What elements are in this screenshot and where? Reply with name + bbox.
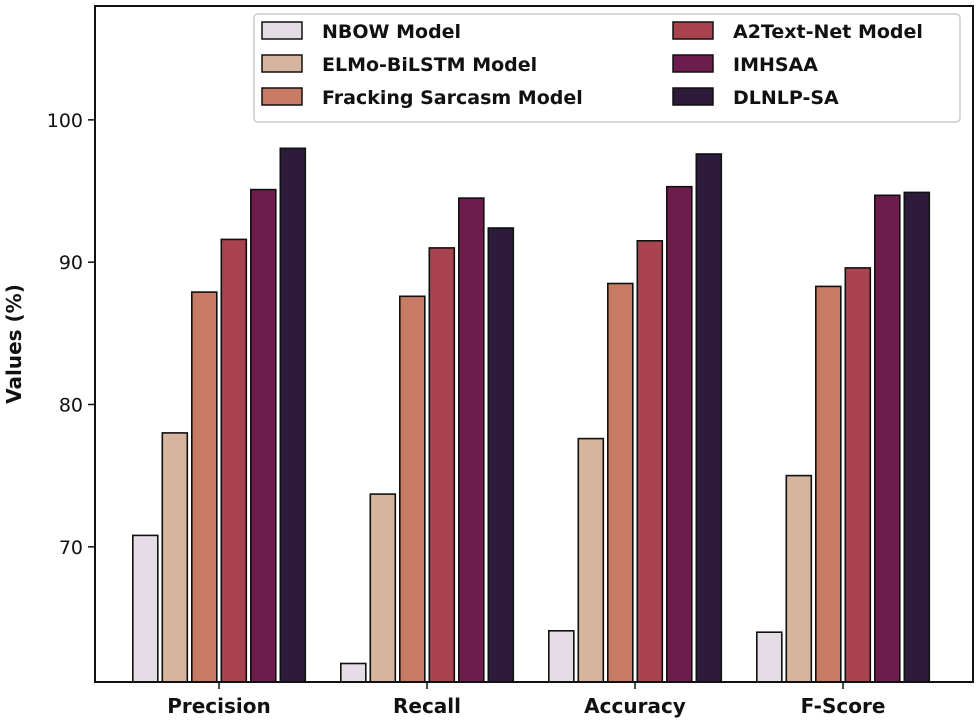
bar	[695, 153, 723, 683]
bar	[636, 240, 664, 683]
bar	[428, 247, 456, 683]
y-axis-title: Values (%)	[2, 284, 26, 404]
legend-label: ELMo-BiLSTM Model	[322, 54, 537, 76]
x-tick-label: F-Score	[801, 694, 886, 718]
legend-box	[253, 13, 961, 123]
bar	[457, 197, 485, 683]
bar	[132, 534, 159, 683]
bar	[844, 267, 872, 683]
bar	[487, 227, 515, 683]
bar	[814, 285, 842, 683]
legend-label: DLNLP-SA	[733, 87, 839, 109]
legend-swatch	[672, 54, 714, 73]
x-tick-label: Recall	[393, 694, 461, 718]
x-tick-label: Accuracy	[584, 694, 686, 718]
bar	[191, 291, 218, 683]
legend-label: Fracking Sarcasm Model	[322, 87, 583, 109]
bar	[547, 629, 575, 683]
y-tick-label: 90	[59, 252, 83, 274]
bar	[220, 238, 248, 683]
bar	[577, 437, 605, 683]
x-tick-label: Precision	[167, 694, 271, 718]
x-axis: Precision Recall Accuracy F-Score	[167, 682, 885, 718]
bar	[369, 493, 397, 683]
legend-swatch	[672, 21, 714, 40]
y-tick-label: 100	[47, 110, 83, 132]
legend-label: IMHSAA	[733, 54, 818, 76]
bar	[606, 282, 634, 683]
y-tick-label: 80	[59, 394, 83, 416]
bar	[339, 662, 367, 683]
legend-swatch	[261, 87, 303, 106]
plot-frame	[94, 5, 974, 683]
bar	[398, 295, 426, 683]
bar	[755, 631, 783, 683]
legend: NBOW Model ELMo-BiLSTM Model Fracking Sarc…	[253, 13, 961, 123]
bar	[665, 185, 693, 683]
bar	[785, 474, 813, 683]
y-tick-label: 70	[59, 537, 83, 559]
bar	[250, 188, 277, 683]
legend-label: A2Text-Net Model	[733, 21, 923, 43]
bars-layer	[132, 147, 931, 683]
bar	[903, 191, 931, 683]
bar	[873, 194, 901, 683]
legend-swatch	[261, 21, 303, 40]
bar	[279, 147, 307, 683]
legend-label: NBOW Model	[322, 21, 461, 43]
bar	[161, 432, 189, 683]
legend-swatch	[672, 87, 714, 106]
y-axis: 70 80 90 100	[47, 110, 95, 559]
legend-swatch	[261, 54, 303, 73]
